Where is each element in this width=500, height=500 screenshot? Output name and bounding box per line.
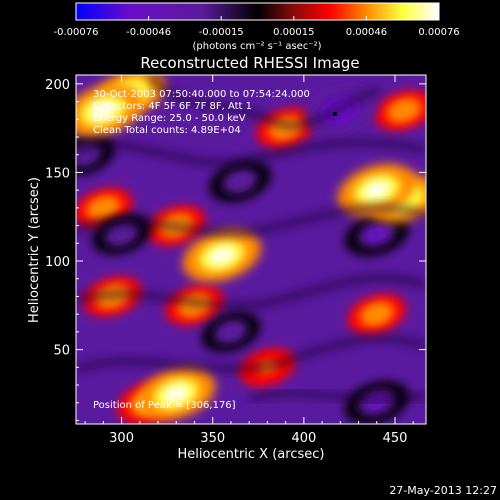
contour-band — [76, 274, 426, 309]
annotation-peak-position: Position of Peak = [306,176] — [93, 400, 236, 411]
chart-title: Reconstructed RHESSI Image — [140, 54, 359, 72]
colorbar-tick-label: -0.00015 — [199, 27, 244, 38]
dark-band-layer — [76, 75, 426, 403]
contour-band — [147, 75, 381, 129]
annotation-counts: Clean Total counts: 4.89E+04 — [93, 125, 241, 136]
heatmap-feature — [337, 163, 417, 217]
colorbar — [75, 2, 440, 21]
y-tick-label: 100 — [45, 255, 70, 270]
heatmap-feature — [137, 367, 216, 421]
y-axis-label: Heliocentric Y (arcsec) — [27, 177, 42, 323]
colorbar-units: (photons cm⁻² s⁻¹ asec⁻²) — [192, 41, 321, 52]
heatmap-feature — [76, 84, 143, 137]
plot-frame — [75, 74, 427, 425]
annotation-time-range: 30-Oct-2003 07:50:40.000 to 07:54:24.000 — [93, 89, 310, 100]
contour-band — [248, 389, 426, 403]
heatmap-feature — [182, 229, 262, 282]
contour-band — [76, 335, 426, 373]
colorbar-tick-label: -0.00076 — [54, 27, 99, 38]
annotation-detectors: Detectors: 4F 5F 6F 7F 8F, Att 1 — [93, 101, 252, 112]
x-tick-label: 400 — [291, 431, 316, 446]
contour-band — [76, 139, 426, 167]
x-tick-label: 300 — [109, 431, 134, 446]
colorbar-ticks: -0.00076 -0.00046 -0.00015 0.00015 0.00046 0.… — [54, 16, 460, 38]
colorbar-tick-label: 0.00076 — [418, 27, 459, 38]
heatmap-feature — [201, 311, 261, 352]
heatmap-feature — [347, 294, 407, 335]
x-axis-label: Heliocentric X (arcsec) — [178, 447, 325, 462]
y-tick-label: 150 — [45, 166, 70, 181]
colorbar-tick-label: 0.00015 — [273, 27, 314, 38]
y-tick-label: 200 — [45, 78, 70, 93]
heatmap-feature — [374, 90, 426, 131]
colorbar-tick-label: 0.00046 — [346, 27, 387, 38]
x-tick-label: 450 — [383, 431, 408, 446]
x-tick-label: 350 — [200, 431, 225, 446]
y-axis: 50 100 150 200 — [45, 78, 426, 421]
annotation-energy-range: Energy Range: 25.0 - 50.0 keV — [93, 113, 246, 124]
heatmap-feature — [344, 212, 409, 257]
x-axis: 300 350 400 450 — [84, 75, 414, 446]
footer-timestamp: 27-May-2013 12:27 — [389, 484, 497, 497]
y-tick-label: 50 — [53, 344, 70, 359]
colorbar-tick-label: -0.00046 — [126, 27, 171, 38]
heatmap-feature — [209, 160, 271, 203]
contour-band — [76, 204, 426, 236]
